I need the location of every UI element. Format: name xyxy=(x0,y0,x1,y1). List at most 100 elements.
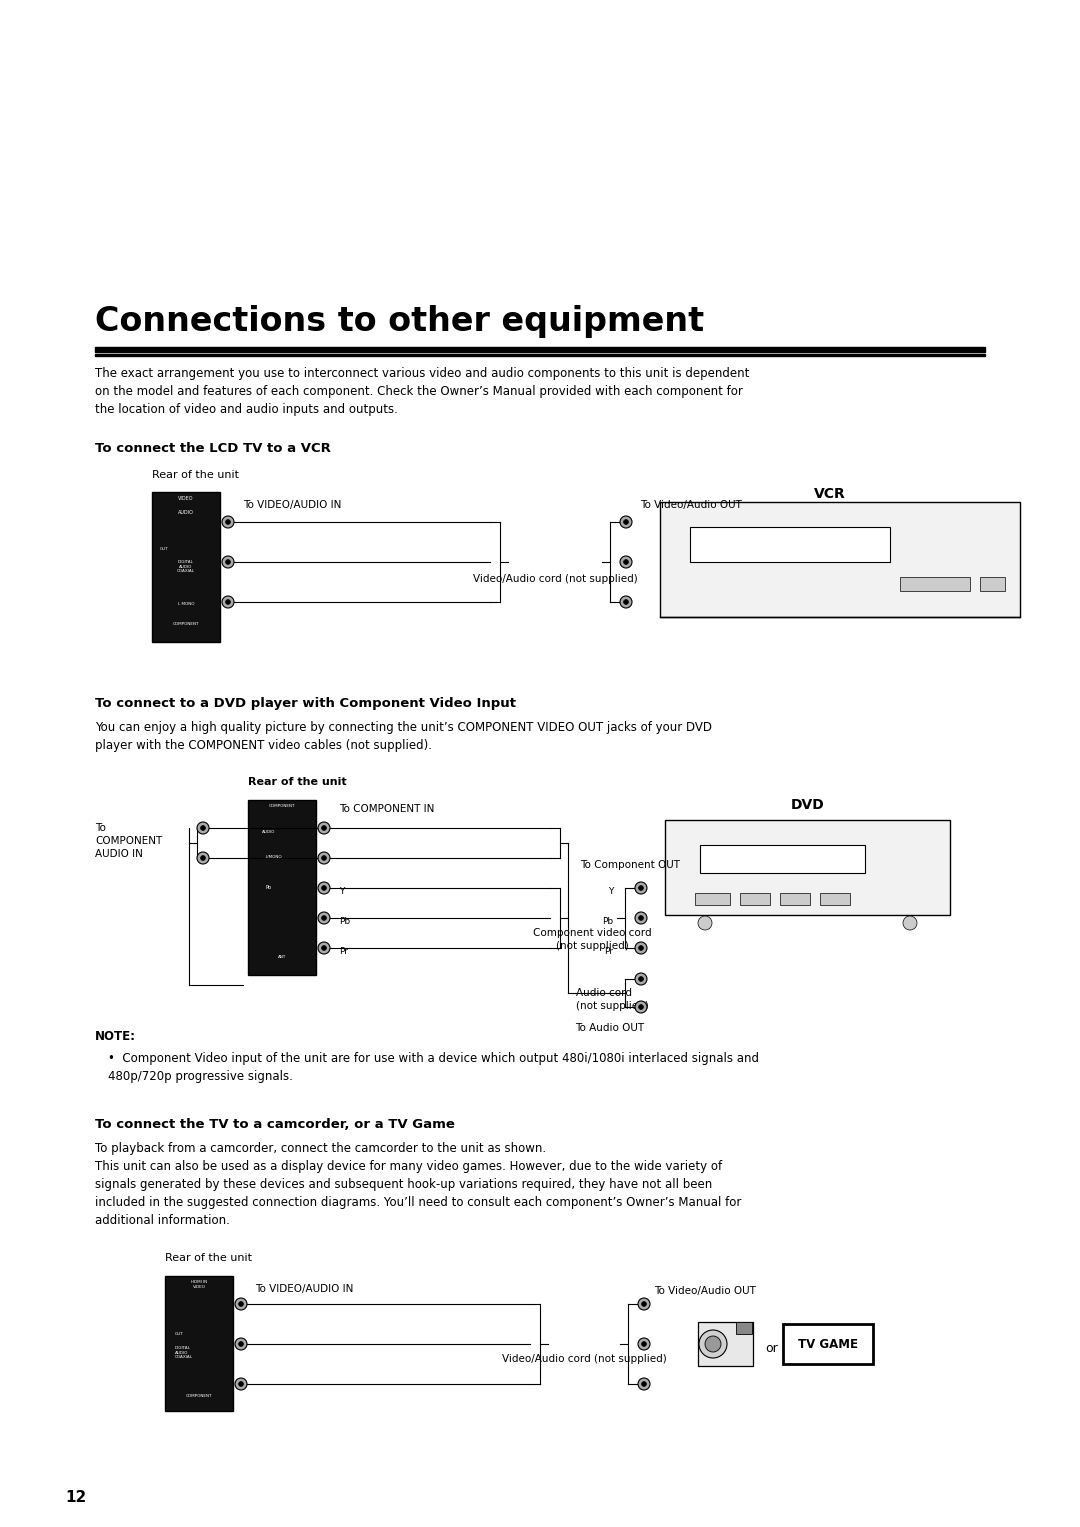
Circle shape xyxy=(226,519,230,524)
Text: TV GAME: TV GAME xyxy=(798,1338,858,1350)
Circle shape xyxy=(322,855,326,860)
Bar xyxy=(783,1324,873,1364)
Circle shape xyxy=(642,1342,647,1347)
Circle shape xyxy=(623,559,629,565)
Circle shape xyxy=(698,916,712,930)
Bar xyxy=(95,347,985,353)
Bar xyxy=(665,820,950,915)
Circle shape xyxy=(226,600,230,605)
Circle shape xyxy=(239,1382,243,1387)
Text: To Video/Audio OUT: To Video/Audio OUT xyxy=(654,1286,756,1296)
Circle shape xyxy=(201,855,205,860)
Text: To Component OUT: To Component OUT xyxy=(580,860,680,870)
Bar xyxy=(165,1277,233,1411)
Bar xyxy=(696,893,730,906)
Bar xyxy=(248,800,316,976)
Text: VIDEO: VIDEO xyxy=(178,496,193,501)
Text: Y: Y xyxy=(339,887,345,896)
Circle shape xyxy=(235,1377,247,1390)
Circle shape xyxy=(318,912,330,924)
Circle shape xyxy=(620,556,632,568)
Text: Video/Audio cord (not supplied): Video/Audio cord (not supplied) xyxy=(473,574,637,583)
Circle shape xyxy=(201,826,205,831)
Circle shape xyxy=(197,822,210,834)
Text: DIGITAL
AUDIO
COAXIAL: DIGITAL AUDIO COAXIAL xyxy=(175,1345,193,1359)
Bar xyxy=(900,577,970,591)
Circle shape xyxy=(197,852,210,864)
Text: L MONO: L MONO xyxy=(178,602,194,606)
Circle shape xyxy=(642,1382,647,1387)
Text: To playback from a camcorder, connect the camcorder to the unit as shown.
This u: To playback from a camcorder, connect th… xyxy=(95,1142,741,1228)
Circle shape xyxy=(638,1338,650,1350)
Text: Pb: Pb xyxy=(602,918,613,927)
Circle shape xyxy=(318,883,330,893)
Text: Pb: Pb xyxy=(339,918,350,927)
Circle shape xyxy=(226,559,230,565)
Bar xyxy=(690,527,890,562)
Circle shape xyxy=(322,826,326,831)
Text: To
COMPONENT
AUDIO IN: To COMPONENT AUDIO IN xyxy=(95,823,162,860)
Text: DVD: DVD xyxy=(791,799,824,812)
Text: COMPONENT: COMPONENT xyxy=(186,1394,213,1399)
Circle shape xyxy=(635,973,647,985)
Text: ANT: ANT xyxy=(278,954,286,959)
Circle shape xyxy=(638,886,644,890)
Circle shape xyxy=(318,852,330,864)
Bar xyxy=(820,893,850,906)
Circle shape xyxy=(623,519,629,524)
Bar xyxy=(980,577,1005,591)
Circle shape xyxy=(638,1005,644,1009)
Circle shape xyxy=(699,1330,727,1358)
Text: OUT: OUT xyxy=(175,1332,184,1336)
Circle shape xyxy=(638,1298,650,1310)
Circle shape xyxy=(638,945,644,950)
Text: Video/Audio cord (not supplied): Video/Audio cord (not supplied) xyxy=(501,1354,666,1364)
Circle shape xyxy=(638,1377,650,1390)
Text: To connect to a DVD player with Component Video Input: To connect to a DVD player with Componen… xyxy=(95,696,516,710)
Circle shape xyxy=(638,916,644,921)
Text: Audio cord
(not supplied): Audio cord (not supplied) xyxy=(576,988,649,1011)
Text: Rear of the unit: Rear of the unit xyxy=(165,1254,252,1263)
Circle shape xyxy=(318,822,330,834)
Circle shape xyxy=(235,1338,247,1350)
Circle shape xyxy=(222,556,234,568)
Text: To COMPONENT IN: To COMPONENT IN xyxy=(339,805,434,814)
Circle shape xyxy=(620,596,632,608)
Text: Component video cord
(not supplied): Component video cord (not supplied) xyxy=(534,928,652,951)
Circle shape xyxy=(239,1301,243,1307)
Text: To VIDEO/AUDIO IN: To VIDEO/AUDIO IN xyxy=(255,1284,353,1293)
Bar xyxy=(660,502,1020,617)
Text: To VIDEO/AUDIO IN: To VIDEO/AUDIO IN xyxy=(243,499,341,510)
Text: The exact arrangement you use to interconnect various video and audio components: The exact arrangement you use to interco… xyxy=(95,366,750,415)
Circle shape xyxy=(638,977,644,982)
Text: To Video/Audio OUT: To Video/Audio OUT xyxy=(640,499,742,510)
Bar xyxy=(95,354,985,356)
Bar xyxy=(740,893,770,906)
Circle shape xyxy=(635,883,647,893)
Circle shape xyxy=(239,1342,243,1347)
Circle shape xyxy=(318,942,330,954)
Text: NOTE:: NOTE: xyxy=(95,1031,136,1043)
Text: Rear of the unit: Rear of the unit xyxy=(248,777,347,786)
Text: To Audio OUT: To Audio OUT xyxy=(576,1023,645,1032)
Circle shape xyxy=(322,945,326,950)
Text: You can enjoy a high quality picture by connecting the unit’s COMPONENT VIDEO OU: You can enjoy a high quality picture by … xyxy=(95,721,712,751)
Text: Rear of the unit: Rear of the unit xyxy=(152,470,239,479)
Bar xyxy=(700,844,865,873)
Circle shape xyxy=(620,516,632,528)
Text: Pb: Pb xyxy=(266,886,272,890)
Text: COMPONENT: COMPONENT xyxy=(269,805,295,808)
Text: •  Component Video input of the unit are for use with a device which output 480i: • Component Video input of the unit are … xyxy=(108,1052,759,1083)
Circle shape xyxy=(222,596,234,608)
Circle shape xyxy=(235,1298,247,1310)
Text: To connect the TV to a camcorder, or a TV Game: To connect the TV to a camcorder, or a T… xyxy=(95,1118,455,1132)
Text: AUDIO: AUDIO xyxy=(262,831,275,834)
Text: To connect the LCD TV to a VCR: To connect the LCD TV to a VCR xyxy=(95,441,330,455)
Circle shape xyxy=(705,1336,721,1351)
Text: 12: 12 xyxy=(65,1490,86,1506)
Circle shape xyxy=(635,1002,647,1012)
Circle shape xyxy=(903,916,917,930)
Text: L/MONO: L/MONO xyxy=(266,855,283,860)
Bar xyxy=(698,1322,753,1367)
Circle shape xyxy=(222,516,234,528)
